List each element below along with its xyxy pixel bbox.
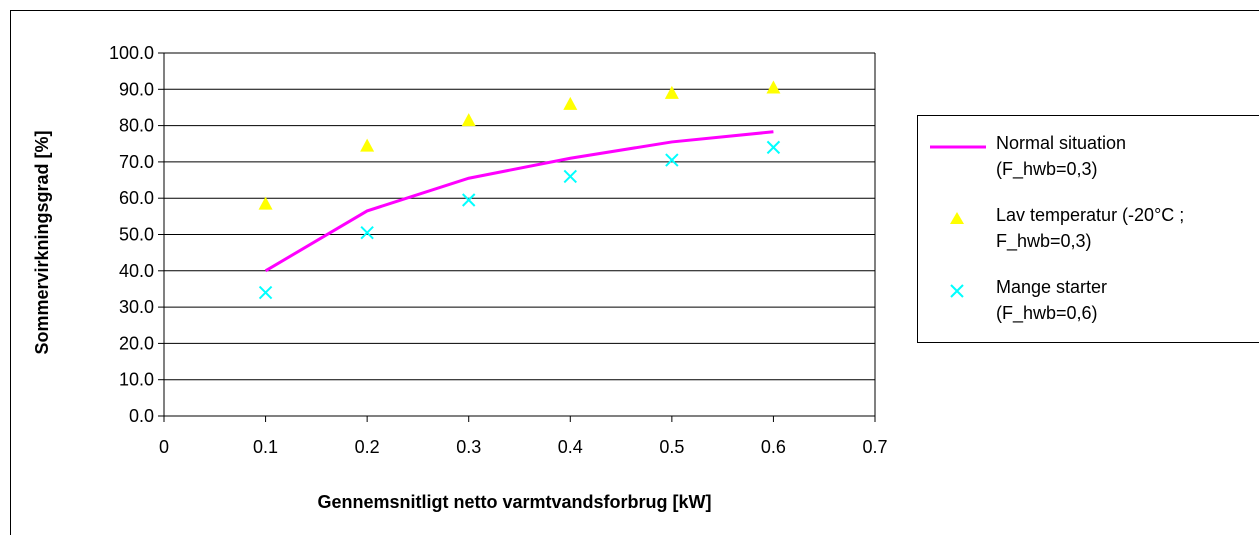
data-point-triangle [766,80,781,94]
chart-svg: 0.0 10.0 20.0 30.0 40.0 50.0 60.0 70.0 80.0 90.0 1… [32,43,888,512]
y-tick-label: 70.0 [119,152,154,172]
x-tick-label: 0.5 [659,437,684,457]
y-tick-label: 0.0 [129,406,154,426]
x-tick-label: 0 [159,437,169,457]
x-tick-label: 0.7 [862,437,887,457]
data-point-triangle [563,96,578,110]
y-tick-label: 100.0 [109,43,154,63]
legend-line-swatch [930,145,986,149]
x-tick-label: 0.2 [355,437,380,457]
y-tick-label: 40.0 [119,261,154,281]
legend: Normal situation (F_hwb=0,3) Lav tempera… [917,115,1259,343]
y-tick-label: 80.0 [119,116,154,136]
axis-layer: 0.0 10.0 20.0 30.0 40.0 50.0 60.0 70.0 80.0 90.0 1… [109,43,888,457]
data-point-x [462,193,476,207]
data-point-triangle [664,85,679,99]
legend-label-mange-starter: Mange starter (F_hwb=0,6) [996,274,1256,326]
x-marker-icon [950,284,964,298]
triangle-marker-icon [950,212,964,224]
legend-label-normal-situation: Normal situation (F_hwb=0,3) [996,130,1256,182]
legend-label-lav-temperatur: Lav temperatur (-20°C ; F_hwb=0,3) [996,202,1256,254]
data-point-triangle [461,113,476,127]
data-point-x [360,225,374,240]
data-point-x [258,285,273,300]
y-tick-label: 10.0 [119,370,154,390]
grid-layer [164,52,876,417]
data-point-x-stroke [563,169,577,184]
y-tick-label: 30.0 [119,297,154,317]
y-tick-label: 50.0 [119,225,154,245]
x-tick-label: 0.6 [761,437,786,457]
y-tick-label: 20.0 [119,333,154,353]
data-point-x [665,153,679,167]
data-point-x [563,169,577,184]
series-layer [258,80,781,300]
data-point-triangle [360,138,375,152]
legend-label-line-2: (F_hwb=0,6) [996,303,1098,323]
x-tick-label: 0.4 [558,437,583,457]
data-point-x-stroke [665,153,679,167]
data-point-x-stroke [258,285,273,300]
legend-label-line-1: Normal situation [996,133,1127,153]
data-point-triangle [258,196,273,210]
data-point-x-stroke [462,193,476,207]
y-axis-title: Sommervirkningsgrad [%] [32,130,52,354]
x-tick-label: 0.3 [456,437,481,457]
y-tick-label: 60.0 [119,188,154,208]
x-axis-title: Gennemsnitligt netto varmtvandsforbrug [… [317,492,711,512]
x-tick-label: 0.1 [253,437,278,457]
data-point-x-stroke [766,140,781,155]
legend-label-line-2: (F_hwb=0,3) [996,159,1098,179]
data-point-x-stroke [360,225,374,240]
series-line-normal-situation [264,130,774,273]
legend-label-line-1: Mange starter [996,277,1108,297]
legend-label-line-2: F_hwb=0,3) [996,231,1092,251]
data-point-x [766,140,781,155]
legend-label-line-1: Lav temperatur (-20°C ; [996,205,1185,225]
y-tick-label: 90.0 [119,79,154,99]
